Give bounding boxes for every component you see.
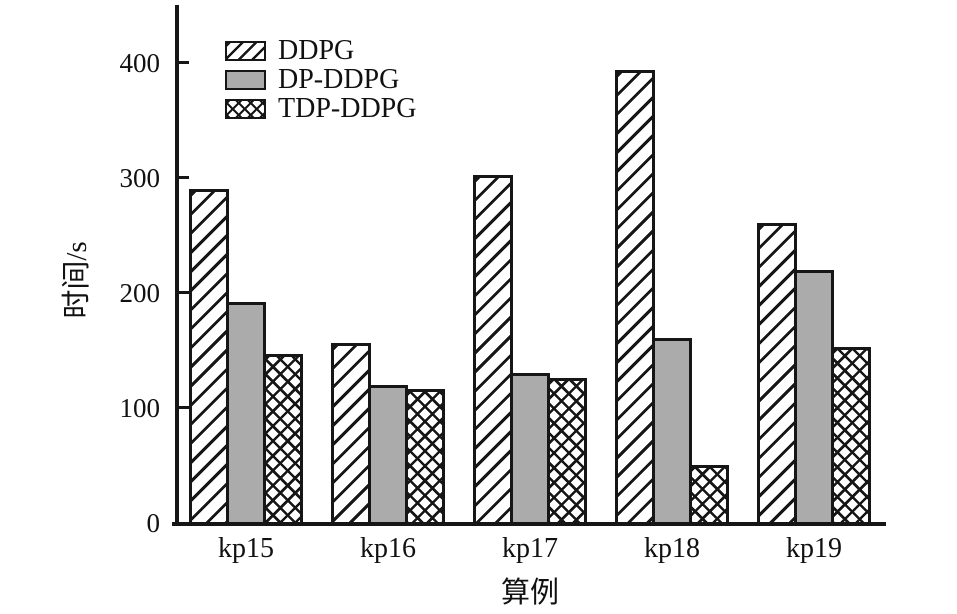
bar-DP-DDPG-kp16 bbox=[368, 384, 408, 525]
legend-item-DDPG: DDPG bbox=[225, 35, 416, 66]
bar-TDP-DDPG-kp16 bbox=[405, 389, 445, 525]
legend-item-DP-DDPG: DP-DDPG bbox=[225, 64, 416, 95]
bar-DDPG-kp17 bbox=[473, 175, 513, 525]
legend-label-DP-DDPG: DP-DDPG bbox=[278, 64, 400, 95]
bar-DP-DDPG-kp17 bbox=[510, 373, 550, 525]
y-tick-200 bbox=[178, 291, 189, 295]
legend-label-DDPG: DDPG bbox=[278, 35, 355, 66]
bar-TDP-DDPG-kp17 bbox=[547, 377, 587, 525]
legend-item-TDP-DDPG: TDP-DDPG bbox=[225, 93, 417, 124]
y-tick-label-300: 300 bbox=[119, 162, 161, 193]
y-tick-label-0: 0 bbox=[146, 508, 161, 538]
y-tick-300 bbox=[178, 176, 189, 180]
x-axis-title: 算例 bbox=[500, 577, 560, 609]
x-tick-label-kp19: kp19 bbox=[786, 533, 842, 564]
y-tick-400 bbox=[178, 61, 189, 65]
bar-TDP-DDPG-kp15 bbox=[263, 353, 303, 525]
bar-DDPG-kp15 bbox=[189, 189, 229, 525]
legend-swatch-cross-hatch-icon bbox=[225, 99, 266, 119]
y-tick-label-100: 100 bbox=[119, 392, 161, 423]
bar-DP-DDPG-kp18 bbox=[652, 337, 692, 525]
legend-label-TDP-DDPG: TDP-DDPG bbox=[278, 93, 417, 124]
y-tick-label-200: 200 bbox=[119, 277, 161, 308]
x-axis-line bbox=[172, 522, 886, 526]
x-tick-label-kp18: kp18 bbox=[644, 533, 700, 564]
bar-DDPG-kp19 bbox=[757, 222, 797, 525]
x-tick-label-kp15: kp15 bbox=[218, 533, 274, 564]
y-tick-100 bbox=[178, 406, 189, 410]
y-axis-line bbox=[175, 5, 179, 526]
x-tick-label-kp16: kp16 bbox=[360, 533, 416, 564]
bar-DDPG-kp16 bbox=[331, 343, 371, 525]
y-axis-title: 时间/s bbox=[61, 241, 93, 319]
bar-TDP-DDPG-kp18 bbox=[689, 465, 729, 525]
bar-DDPG-kp18 bbox=[615, 69, 655, 525]
x-tick-label-kp17: kp17 bbox=[502, 533, 558, 564]
legend: DDPG DP-DDPG TDP-DDPG bbox=[225, 35, 417, 124]
bar-DP-DDPG-kp19 bbox=[794, 269, 834, 525]
legend-swatch-solid-icon bbox=[225, 70, 266, 90]
bar-DP-DDPG-kp15 bbox=[226, 302, 266, 525]
y-tick-label-400: 400 bbox=[119, 47, 161, 78]
legend-swatch-diagonal-hatch-icon bbox=[225, 41, 266, 61]
bar-TDP-DDPG-kp19 bbox=[831, 346, 871, 525]
